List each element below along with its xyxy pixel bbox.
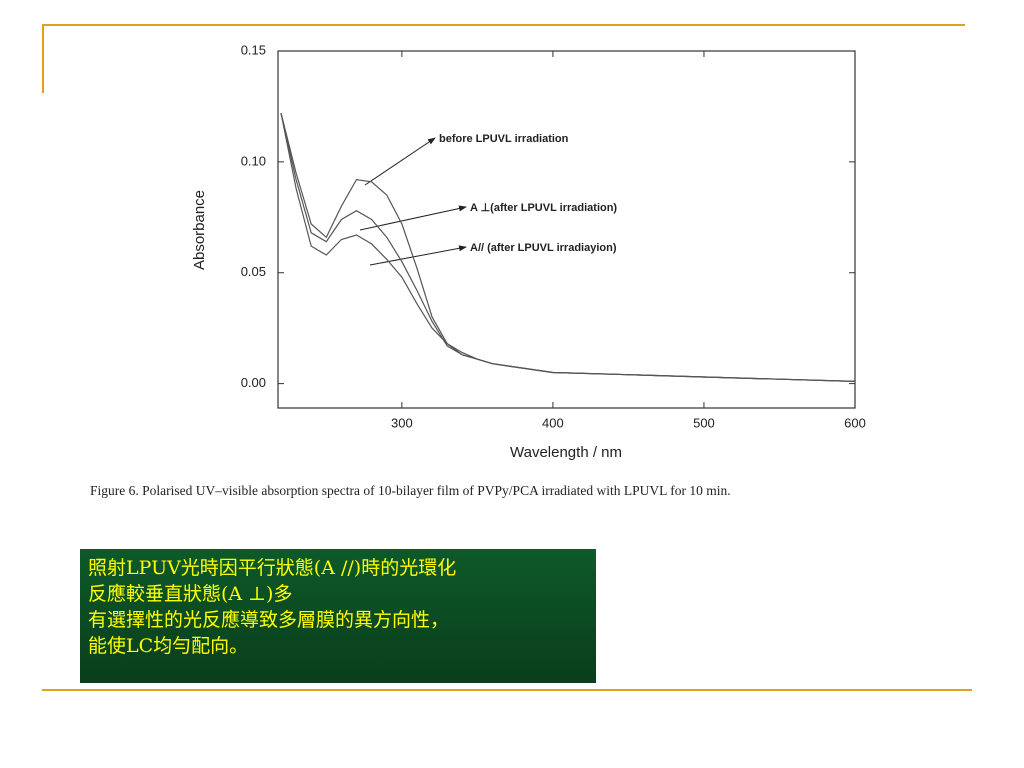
series-line (280, 112, 856, 382)
y-tick-label: 0.05 (241, 264, 266, 279)
note-line: 照射LPUV光時因平行狀態(A //)時的光環化 (88, 557, 457, 579)
x-tick-label: 600 (844, 415, 866, 430)
x-tick-label: 500 (693, 415, 715, 430)
series-annotation: A ⊥(after LPUVL irradiation) (470, 202, 617, 214)
y-tick-label: 0.10 (241, 153, 266, 168)
series-annotation: before LPUVL irradiation (439, 133, 569, 145)
y-axis-title: Absorbance (191, 190, 208, 270)
annotation-arrow (364, 137, 436, 186)
annotation-arrow (359, 205, 467, 231)
note-line: 有選擇性的光反應導致多層膜的異方向性， (88, 609, 450, 631)
series-annotation: A// (after LPUVL irradiayion) (470, 242, 617, 254)
y-tick-label: 0.00 (241, 375, 266, 390)
annotation-arrow (369, 245, 467, 266)
note-line: 能使LC均勻配向。 (88, 635, 249, 657)
x-tick-label: 300 (391, 415, 413, 430)
figure-caption: Figure 6. Polarised UV–visible absorptio… (90, 483, 731, 498)
y-tick-label: 0.15 (241, 42, 266, 57)
x-tick-label: 400 (542, 415, 564, 430)
note-box: 照射LPUV光時因平行狀態(A //)時的光環化 反應較垂直狀態(A ⊥)多 有… (80, 549, 596, 683)
plot-frame (277, 50, 856, 409)
x-axis-title: Wavelength / nm (510, 444, 622, 461)
note-line: 反應較垂直狀態(A ⊥)多 (88, 583, 293, 605)
